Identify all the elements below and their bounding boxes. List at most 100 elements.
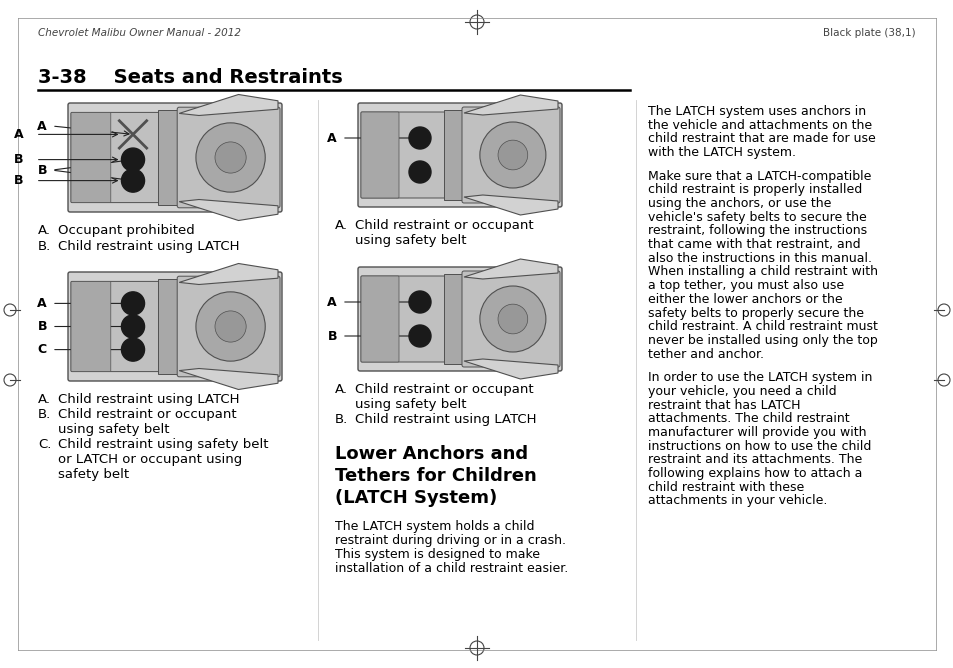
Text: A: A (37, 297, 47, 310)
Text: Child restraint using safety belt: Child restraint using safety belt (58, 438, 268, 451)
FancyBboxPatch shape (177, 107, 280, 208)
Text: installation of a child restraint easier.: installation of a child restraint easier… (335, 562, 568, 575)
Text: 3-38    Seats and Restraints: 3-38 Seats and Restraints (38, 68, 342, 87)
Text: B: B (14, 153, 24, 166)
Text: B: B (37, 164, 47, 176)
Text: Occupant prohibited: Occupant prohibited (58, 224, 194, 237)
Text: restraint, following the instructions: restraint, following the instructions (647, 224, 866, 237)
Text: attachments in your vehicle.: attachments in your vehicle. (647, 494, 826, 508)
Text: child restraint is properly installed: child restraint is properly installed (647, 184, 862, 196)
Text: This system is designed to make: This system is designed to make (335, 548, 539, 561)
Text: safety belts to properly secure the: safety belts to properly secure the (647, 307, 863, 319)
Text: C.: C. (38, 438, 51, 451)
FancyBboxPatch shape (461, 107, 559, 203)
Circle shape (121, 148, 145, 171)
Polygon shape (463, 195, 558, 215)
FancyBboxPatch shape (71, 281, 161, 371)
Text: child restraint. A child restraint must: child restraint. A child restraint must (647, 320, 877, 333)
Text: Child restraint or occupant: Child restraint or occupant (58, 408, 236, 421)
Text: restraint and its attachments. The: restraint and its attachments. The (647, 454, 862, 466)
Circle shape (409, 127, 431, 149)
FancyBboxPatch shape (68, 272, 282, 381)
Text: B: B (14, 174, 24, 187)
FancyBboxPatch shape (357, 267, 561, 371)
Circle shape (479, 122, 545, 188)
Polygon shape (463, 259, 558, 279)
Text: that came with that restraint, and: that came with that restraint, and (647, 238, 860, 251)
FancyBboxPatch shape (360, 112, 398, 198)
Text: safety belt: safety belt (58, 468, 129, 481)
FancyBboxPatch shape (461, 271, 559, 367)
Polygon shape (179, 369, 277, 389)
Circle shape (409, 325, 431, 347)
Text: child restraint with these: child restraint with these (647, 481, 803, 494)
FancyBboxPatch shape (360, 276, 447, 362)
Polygon shape (463, 95, 558, 115)
Text: Make sure that a LATCH-compatible: Make sure that a LATCH-compatible (647, 170, 870, 183)
Text: using the anchors, or use the: using the anchors, or use the (647, 197, 830, 210)
FancyBboxPatch shape (71, 281, 111, 371)
Bar (158, 110, 179, 205)
Bar (158, 279, 179, 374)
FancyBboxPatch shape (177, 276, 280, 377)
Polygon shape (179, 200, 277, 220)
Text: A: A (14, 128, 24, 141)
Text: Child restraint using LATCH: Child restraint using LATCH (355, 413, 536, 426)
Text: Lower Anchors and: Lower Anchors and (335, 445, 528, 463)
Circle shape (121, 169, 145, 192)
Text: B.: B. (38, 240, 51, 253)
FancyBboxPatch shape (68, 103, 282, 212)
Text: Black plate (38,1): Black plate (38,1) (822, 28, 915, 38)
Text: The LATCH system uses anchors in: The LATCH system uses anchors in (647, 105, 865, 118)
Circle shape (214, 142, 246, 173)
Text: Child restraint or occupant: Child restraint or occupant (355, 219, 533, 232)
Text: child restraint that are made for use: child restraint that are made for use (647, 132, 875, 146)
Text: instructions on how to use the child: instructions on how to use the child (647, 440, 870, 453)
Text: following explains how to attach a: following explains how to attach a (647, 467, 862, 480)
Text: Chevrolet Malibu Owner Manual - 2012: Chevrolet Malibu Owner Manual - 2012 (38, 28, 241, 38)
Text: A.: A. (38, 393, 51, 406)
Text: manufacturer will provide you with: manufacturer will provide you with (647, 426, 865, 439)
Circle shape (409, 161, 431, 183)
Circle shape (121, 338, 145, 361)
Text: using safety belt: using safety belt (355, 398, 466, 411)
Text: with the LATCH system.: with the LATCH system. (647, 146, 795, 159)
Polygon shape (179, 94, 277, 116)
Text: Child restraint using LATCH: Child restraint using LATCH (58, 240, 239, 253)
Text: your vehicle, you need a child: your vehicle, you need a child (647, 385, 836, 398)
Text: A: A (37, 120, 47, 132)
Bar (443, 110, 463, 200)
Text: or LATCH or occupant using: or LATCH or occupant using (58, 453, 242, 466)
Circle shape (195, 292, 265, 361)
Text: a top tether, you must also use: a top tether, you must also use (647, 279, 843, 292)
Text: When installing a child restraint with: When installing a child restraint with (647, 265, 877, 279)
Polygon shape (463, 359, 558, 379)
Circle shape (497, 140, 527, 170)
Text: A.: A. (335, 383, 348, 396)
Text: using safety belt: using safety belt (355, 234, 466, 247)
FancyBboxPatch shape (71, 112, 161, 202)
Text: B: B (37, 320, 47, 333)
Text: C: C (38, 343, 47, 356)
Circle shape (121, 315, 145, 338)
Circle shape (479, 286, 545, 352)
FancyBboxPatch shape (357, 103, 561, 207)
Text: Tethers for Children: Tethers for Children (335, 467, 537, 485)
Text: B: B (327, 329, 336, 343)
Text: A: A (327, 132, 336, 144)
Text: never be installed using only the top: never be installed using only the top (647, 334, 877, 347)
Text: the vehicle and attachments on the: the vehicle and attachments on the (647, 119, 871, 132)
Text: In order to use the LATCH system in: In order to use the LATCH system in (647, 371, 871, 384)
Text: Child restraint or occupant: Child restraint or occupant (355, 383, 533, 396)
Bar (443, 274, 463, 364)
Text: restraint that has LATCH: restraint that has LATCH (647, 399, 800, 411)
Circle shape (409, 291, 431, 313)
Text: B.: B. (335, 413, 348, 426)
Text: (LATCH System): (LATCH System) (335, 489, 497, 507)
Text: tether and anchor.: tether and anchor. (647, 347, 763, 361)
Text: also the instructions in this manual.: also the instructions in this manual. (647, 252, 871, 265)
FancyBboxPatch shape (360, 112, 447, 198)
FancyBboxPatch shape (360, 276, 398, 362)
Polygon shape (179, 263, 277, 285)
Text: Child restraint using LATCH: Child restraint using LATCH (58, 393, 239, 406)
